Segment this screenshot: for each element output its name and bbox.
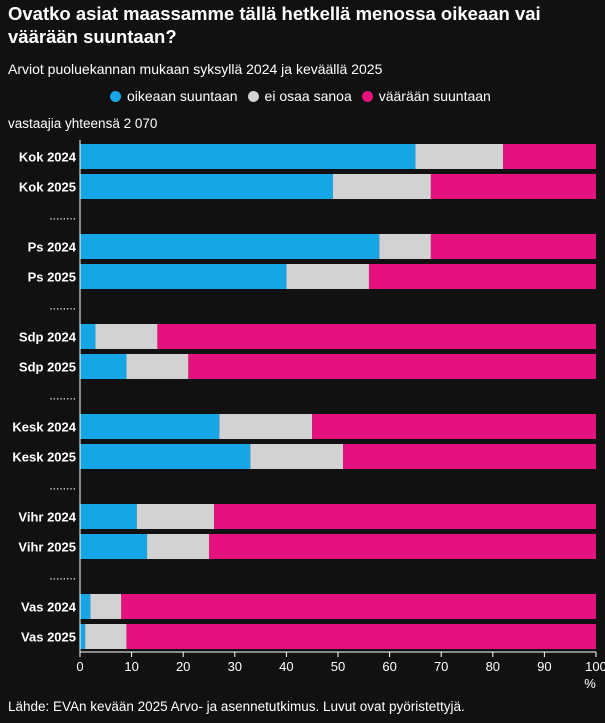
bar-sdp-2024-series-0 <box>80 324 96 349</box>
bar-kesk-2025-series-1 <box>250 444 344 469</box>
legend-label-wrong-direction: väärään suuntaan <box>378 88 491 104</box>
bar-kok-2025-series-1 <box>332 174 431 199</box>
bar-sdp-2025-series-1 <box>126 354 189 379</box>
x-tick-label: 60 <box>382 659 396 674</box>
group-separator: ........ <box>49 479 76 493</box>
bar-vihr-2024-series-2 <box>214 504 596 529</box>
bar-kok-2024-series-2 <box>503 144 596 169</box>
chart-subtitle: Arviot puoluekannan mukaan syksyllä 2024… <box>8 61 383 77</box>
x-tick-label: 70 <box>434 659 448 674</box>
bar-sdp-2025-series-2 <box>188 354 597 379</box>
legend-swatch-wrong-direction <box>361 90 373 102</box>
x-tick-label: 20 <box>176 659 190 674</box>
bar-vihr-2025-series-1 <box>147 534 209 559</box>
bar-ps-2024-series-2 <box>430 234 596 259</box>
x-axis-label: % <box>584 676 596 691</box>
x-tick-label: 50 <box>331 659 345 674</box>
chart-title: Ovatko asiat maassamme tällä hetkellä me… <box>8 3 541 47</box>
bar-vas-2024-series-2 <box>121 594 596 619</box>
bar-ps-2024-series-1 <box>379 234 431 259</box>
x-tick-label: 90 <box>537 659 551 674</box>
bar-kesk-2025-series-2 <box>343 444 596 469</box>
x-tick-label: 0 <box>76 659 83 674</box>
category-label-vihr-2024: Vihr 2024 <box>18 510 76 525</box>
category-label-vihr-2025: Vihr 2025 <box>18 540 76 555</box>
bar-ps-2024-series-0 <box>80 234 380 259</box>
bar-vas-2025-series-1 <box>85 624 127 649</box>
x-tick-label: 10 <box>124 659 138 674</box>
bar-sdp-2024-series-1 <box>95 324 158 349</box>
category-label-vas-2024: Vas 2024 <box>21 600 77 615</box>
bar-ps-2025-series-0 <box>80 264 287 289</box>
x-tick-label: 30 <box>228 659 242 674</box>
bar-vas-2024-series-0 <box>80 594 91 619</box>
group-separator: ........ <box>49 299 76 313</box>
group-separator: ........ <box>49 569 76 583</box>
legend-label-right-direction: oikeaan suuntaan <box>127 88 238 104</box>
category-label-ps-2025: Ps 2025 <box>28 270 76 285</box>
bar-kesk-2024-series-2 <box>312 414 596 439</box>
bar-vas-2025-series-2 <box>126 624 596 649</box>
group-separator: ........ <box>49 389 76 403</box>
bar-ps-2025-series-2 <box>368 264 596 289</box>
bar-ps-2025-series-1 <box>286 264 369 289</box>
legend-item-right-direction: oikeaan suuntaan <box>110 88 238 104</box>
category-label-sdp-2025: Sdp 2025 <box>19 360 76 375</box>
bar-vihr-2024-series-0 <box>80 504 137 529</box>
category-label-kesk-2025: Kesk 2025 <box>12 450 76 465</box>
bar-kok-2024-series-0 <box>80 144 416 169</box>
category-label-kesk-2024: Kesk 2024 <box>12 420 76 435</box>
bar-kesk-2024-series-0 <box>80 414 220 439</box>
category-label-ps-2024: Ps 2024 <box>28 240 77 255</box>
category-label-kok-2025: Kok 2025 <box>19 180 76 195</box>
legend: oikeaan suuntaan ei osaa sanoa väärään s… <box>110 88 501 104</box>
group-separator: ........ <box>49 209 76 223</box>
bar-sdp-2025-series-0 <box>80 354 127 379</box>
bar-sdp-2024-series-2 <box>157 324 596 349</box>
bar-kok-2024-series-1 <box>415 144 504 169</box>
bar-vihr-2025-series-2 <box>209 534 596 559</box>
bar-kesk-2025-series-0 <box>80 444 251 469</box>
x-tick-label: 80 <box>486 659 500 674</box>
bar-vihr-2025-series-0 <box>80 534 148 559</box>
legend-item-wrong-direction: väärään suuntaan <box>361 88 491 104</box>
category-label-kok-2024: Kok 2024 <box>19 150 77 165</box>
legend-swatch-dont-know <box>247 90 259 102</box>
bar-vas-2024-series-1 <box>90 594 122 619</box>
category-label-sdp-2024: Sdp 2024 <box>19 330 77 345</box>
respondent-count: vastaajia yhteensä 2 070 <box>8 116 158 131</box>
x-tick-label: 40 <box>279 659 293 674</box>
legend-label-dont-know: ei osaa sanoa <box>264 88 352 104</box>
bar-vihr-2024-series-1 <box>136 504 215 529</box>
x-tick-label: 100 <box>585 659 605 674</box>
legend-item-dont-know: ei osaa sanoa <box>247 88 352 104</box>
category-label-vas-2025: Vas 2025 <box>21 630 76 645</box>
bar-kesk-2024-series-1 <box>219 414 313 439</box>
bar-kok-2025-series-0 <box>80 174 333 199</box>
bar-kok-2025-series-2 <box>430 174 596 199</box>
legend-swatch-right-direction <box>110 90 121 102</box>
bar-vas-2025-series-0 <box>80 624 86 649</box>
source-note: Lähde: EVAn kevään 2025 Arvo- ja asennet… <box>8 699 465 714</box>
